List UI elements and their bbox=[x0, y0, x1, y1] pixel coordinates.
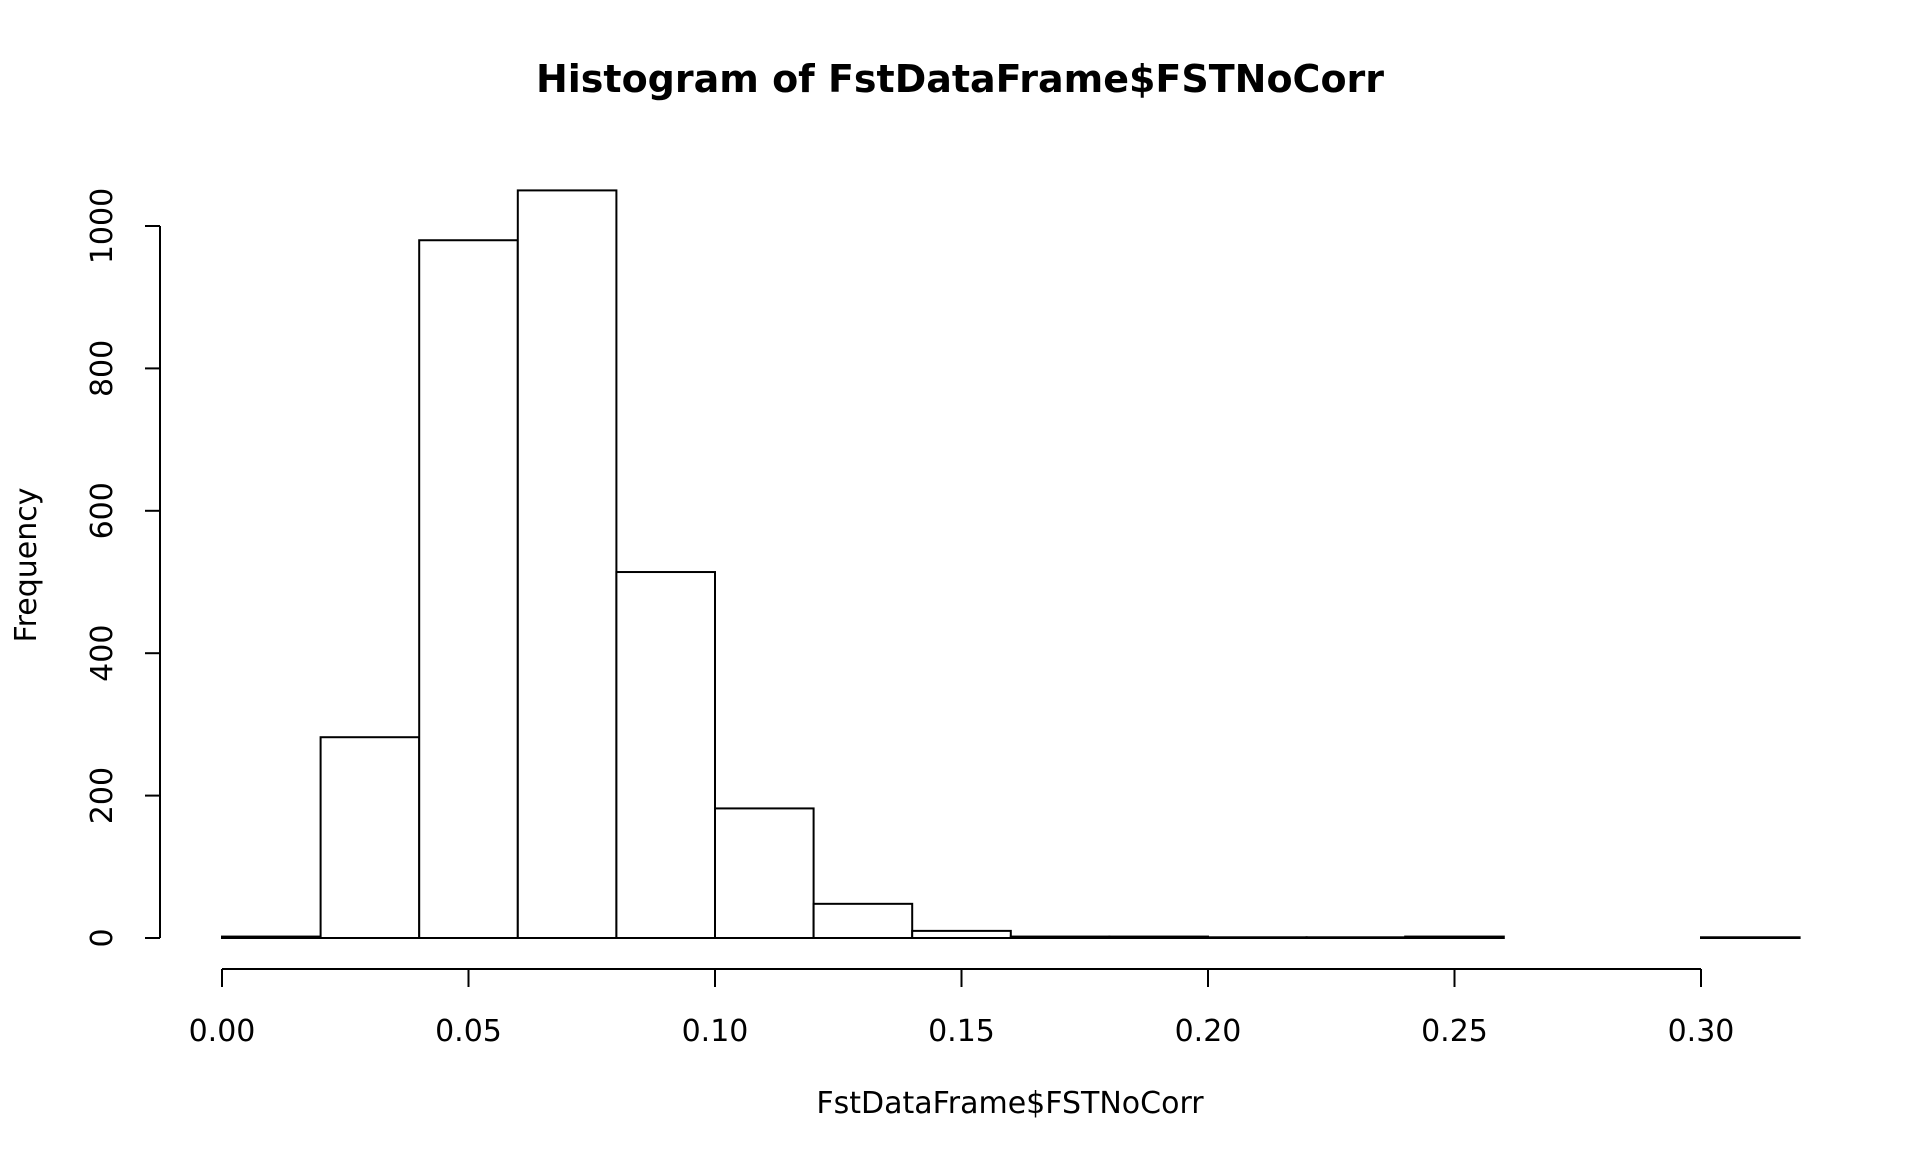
x-tick-label: 0.20 bbox=[1175, 1014, 1242, 1049]
x-axis-label: FstDataFrame$FSTNoCorr bbox=[816, 1086, 1204, 1121]
histogram-bar-9 bbox=[1108, 935, 1210, 939]
histogram-bar-6 bbox=[812, 902, 914, 939]
histogram-bar-8 bbox=[1009, 935, 1111, 939]
histogram-bar-15 bbox=[1700, 936, 1801, 940]
x-tick-label: 0.00 bbox=[189, 1014, 256, 1049]
y-axis: 0 200 400 600 800 1000 bbox=[85, 188, 161, 948]
x-tick-label: 0.10 bbox=[682, 1014, 749, 1049]
histogram-bar-4 bbox=[615, 571, 717, 939]
histogram-bar-1 bbox=[319, 736, 421, 939]
y-tick-label: 0 bbox=[85, 928, 120, 947]
histogram-bars bbox=[221, 189, 1801, 940]
y-tick-label: 200 bbox=[85, 767, 120, 824]
x-tick-label: 0.05 bbox=[435, 1014, 502, 1049]
x-tick-label: 0.30 bbox=[1668, 1014, 1735, 1049]
histogram-bar-12 bbox=[1404, 935, 1505, 939]
histogram-bar-2 bbox=[418, 239, 519, 940]
histogram-bar-7 bbox=[911, 929, 1012, 940]
y-tick-label: 600 bbox=[85, 482, 120, 539]
histogram-bar-11 bbox=[1305, 936, 1407, 940]
y-axis-label: Frequency bbox=[9, 488, 44, 643]
histogram-bar-3 bbox=[516, 189, 618, 939]
y-tick-label: 800 bbox=[85, 340, 120, 397]
y-tick-label: 1000 bbox=[85, 188, 120, 264]
histogram-bar-10 bbox=[1207, 936, 1308, 940]
histogram-bar-5 bbox=[714, 807, 815, 940]
y-tick-label: 400 bbox=[85, 625, 120, 682]
x-tick-label: 0.25 bbox=[1421, 1014, 1488, 1049]
chart-title: Histogram of FstDataFrame$FSTNoCorr bbox=[536, 57, 1384, 101]
histogram-bar-0 bbox=[221, 935, 322, 939]
x-tick-label: 0.15 bbox=[928, 1014, 995, 1049]
x-axis: 0.00 0.05 0.10 0.15 0.20 0.25 0.30 bbox=[189, 968, 1735, 1049]
